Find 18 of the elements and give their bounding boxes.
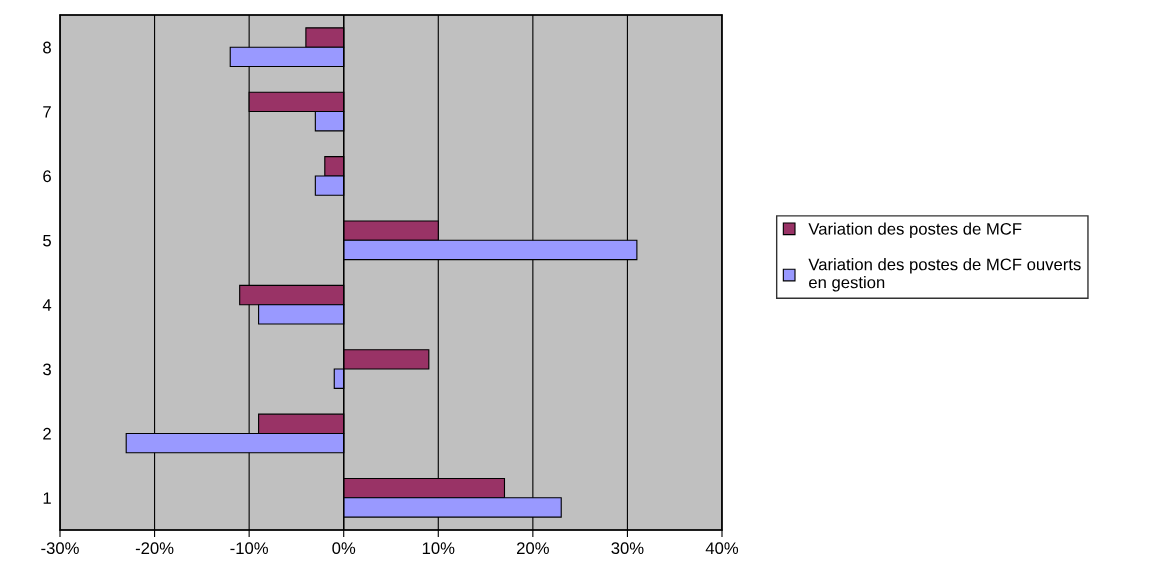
- x-tick-label: 30%: [611, 542, 644, 555]
- x-tick-label: 10%: [422, 542, 455, 555]
- legend-label: Variation des postes de MCF ouverts en gestion: [808, 258, 1081, 292]
- x-tick-label: -10%: [230, 542, 268, 555]
- x-tick-label: 0%: [332, 542, 356, 555]
- y-tick-label: 2: [43, 427, 51, 440]
- y-tick-label: 4: [42, 299, 52, 311]
- x-tick-label: 40%: [705, 542, 739, 555]
- y-tick-label: 1: [43, 492, 51, 504]
- y-tick-label: 5: [43, 234, 51, 247]
- y-tick-label: 3: [43, 363, 51, 376]
- legend-label: Variation des postes de MCF: [808, 222, 1022, 239]
- x-tick-label: 20%: [517, 542, 549, 555]
- y-tick-label: 8: [43, 41, 51, 54]
- x-tick-label: -30%: [41, 542, 79, 555]
- y-tick-label: 7: [43, 106, 51, 118]
- y-tick-label: 6: [43, 170, 51, 183]
- x-tick-label: -20%: [135, 542, 174, 555]
